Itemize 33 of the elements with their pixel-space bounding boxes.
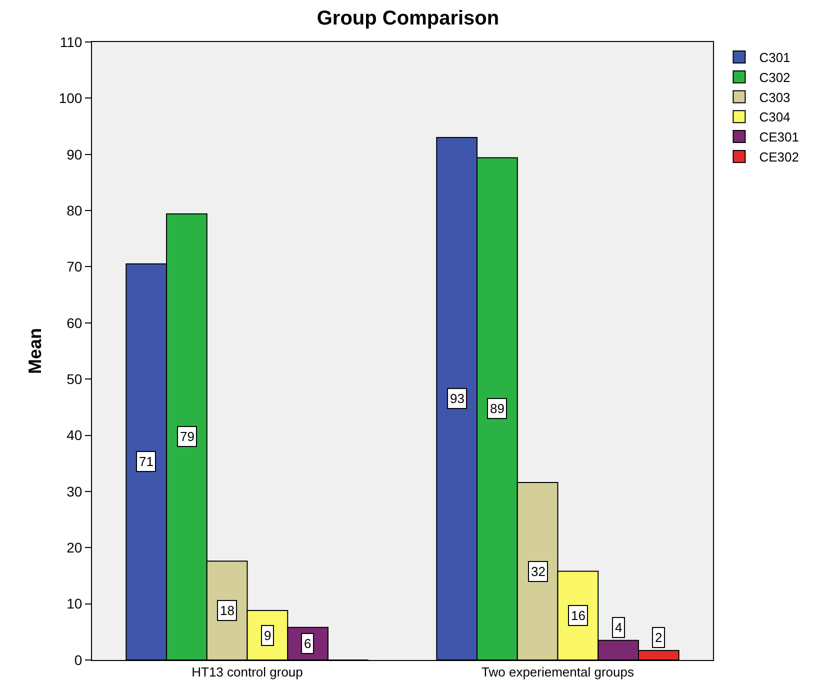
y-tick-label: 20 bbox=[66, 540, 82, 556]
legend-label: CE302 bbox=[759, 150, 799, 165]
data-label: 18 bbox=[220, 603, 234, 618]
data-label: 6 bbox=[304, 636, 312, 651]
data-label: 4 bbox=[615, 620, 622, 635]
data-label: 93 bbox=[450, 391, 464, 406]
y-tick-label: 40 bbox=[66, 427, 82, 444]
y-tick-label: 90 bbox=[66, 146, 82, 162]
data-label: 89 bbox=[490, 401, 504, 416]
y-tick-label: 10 bbox=[66, 596, 82, 612]
chart-title: Group Comparison bbox=[316, 7, 500, 30]
y-tick-label: 30 bbox=[66, 483, 82, 500]
y-tick-label: 110 bbox=[60, 34, 82, 50]
x-tick-label: Two experiemental groups bbox=[482, 664, 634, 680]
y-tick-label: 80 bbox=[66, 202, 82, 218]
y-axis-title: Mean bbox=[25, 328, 46, 374]
y-tick-label: 50 bbox=[66, 370, 82, 387]
y-tick-label: 70 bbox=[66, 258, 82, 275]
data-label: 16 bbox=[571, 608, 586, 623]
legend-label: C302 bbox=[759, 70, 790, 85]
y-tick-label: 60 bbox=[66, 314, 82, 331]
data-label: 2 bbox=[655, 630, 662, 645]
legend-label: C304 bbox=[759, 110, 790, 125]
legend-label: C301 bbox=[759, 50, 790, 66]
x-tick-label: HT13 control group bbox=[192, 664, 303, 680]
data-label: 9 bbox=[264, 628, 272, 643]
legend-label: CE301 bbox=[759, 130, 799, 145]
y-tick-label: 0 bbox=[74, 652, 82, 668]
data-label: 71 bbox=[139, 454, 154, 469]
y-tick-label: 100 bbox=[58, 90, 82, 106]
legend-label: C303 bbox=[759, 90, 790, 105]
data-label: 32 bbox=[531, 564, 546, 579]
data-label: 79 bbox=[180, 429, 194, 444]
